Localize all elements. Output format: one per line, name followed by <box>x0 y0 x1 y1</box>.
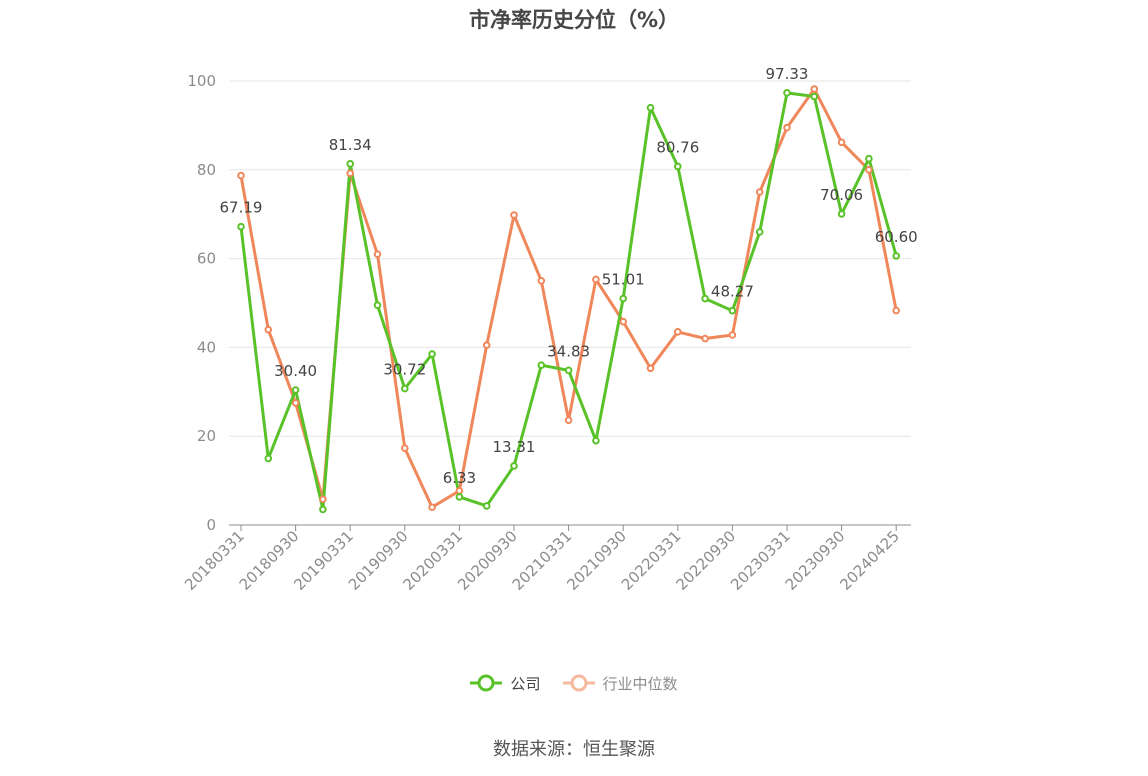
data-point-company <box>401 384 409 393</box>
data-label: 13.31 <box>493 438 536 456</box>
data-point-company <box>346 160 355 168</box>
data-point-industry <box>837 138 846 147</box>
y-tick-label: 20 <box>197 427 216 445</box>
data-point-company <box>455 493 464 501</box>
legend-item-company[interactable]: 公司 <box>470 672 541 694</box>
data-point-company <box>428 350 436 358</box>
legend-label-company: 公司 <box>510 674 541 693</box>
data-point-industry <box>564 416 573 425</box>
data-point-company <box>619 294 628 303</box>
data-point-company <box>810 92 819 101</box>
data-point-company <box>482 502 491 510</box>
data-point-company <box>674 162 682 171</box>
data-label: 70.06 <box>820 186 863 204</box>
data-point-company <box>646 103 655 112</box>
y-tick-label: 80 <box>197 161 216 179</box>
data-point-industry <box>373 250 382 258</box>
data-label: 97.33 <box>766 65 809 83</box>
data-point-industry <box>701 334 709 343</box>
line-circle-icon <box>470 674 503 692</box>
series-line-company <box>239 91 898 511</box>
data-point-industry <box>291 399 300 407</box>
data-point-industry <box>783 123 791 132</box>
data-point-company <box>373 301 382 310</box>
y-tick-label: 60 <box>197 250 216 268</box>
data-point-company <box>755 228 764 236</box>
data-label: 6.33 <box>443 469 476 487</box>
data-point-industry <box>319 495 327 504</box>
data-point-industry <box>510 211 518 219</box>
data-point-industry <box>401 444 409 452</box>
chart-legend: 公司 行业中位数 <box>0 672 1148 694</box>
data-point-industry <box>482 341 491 349</box>
data-point-company <box>837 210 846 218</box>
data-label: 51.01 <box>602 271 645 289</box>
data-point-industry <box>674 328 682 336</box>
y-tick-label: 100 <box>187 72 216 90</box>
data-point-industry <box>646 364 655 373</box>
data-point-company <box>510 462 518 470</box>
data-point-company <box>701 294 709 303</box>
data-label: 34.83 <box>547 342 590 360</box>
y-tick-label: 40 <box>197 338 216 356</box>
data-label: 80.76 <box>656 138 699 156</box>
data-point-industry <box>865 166 873 174</box>
data-point-industry <box>755 188 764 196</box>
data-point-industry <box>728 331 737 339</box>
data-point-industry <box>619 317 628 326</box>
data-label: 30.40 <box>274 362 317 380</box>
data-point-industry <box>810 85 819 93</box>
data-point-company <box>291 386 300 394</box>
chart-title: 市净率历史分位（%） <box>468 8 680 32</box>
data-label: 30.72 <box>383 361 426 379</box>
data-point-industry <box>892 306 901 315</box>
data-source: 数据来源：恒生聚源 <box>493 739 655 760</box>
data-point-industry <box>264 325 273 334</box>
data-point-company <box>537 361 546 369</box>
data-point-industry <box>237 171 245 180</box>
line-circle-icon <box>562 674 595 692</box>
data-point-company <box>892 252 901 260</box>
data-point-industry <box>537 277 546 285</box>
data-point-industry <box>455 487 464 495</box>
y-tick-label: 0 <box>206 516 216 534</box>
data-point-company <box>592 436 600 445</box>
data-label: 81.34 <box>329 136 372 154</box>
data-point-company <box>237 222 245 231</box>
x-tick-label: 20240425 <box>836 527 903 594</box>
data-point-company <box>865 154 873 163</box>
legend-label-industry: 行业中位数 <box>602 674 678 693</box>
data-point-company <box>264 454 273 463</box>
data-point-industry <box>592 275 600 284</box>
data-point-company <box>319 505 327 514</box>
data-label: 60.60 <box>875 228 918 246</box>
data-point-industry <box>428 503 436 512</box>
data-point-company <box>783 89 791 97</box>
data-point-company <box>564 366 573 375</box>
data-label: 67.19 <box>220 199 263 217</box>
data-point-industry <box>346 169 355 178</box>
data-point-company <box>728 306 737 315</box>
data-label: 48.27 <box>711 283 754 301</box>
legend-item-industry[interactable]: 行业中位数 <box>562 672 678 694</box>
